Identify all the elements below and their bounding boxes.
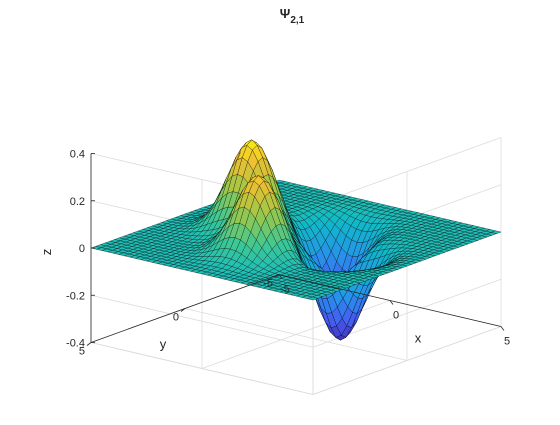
- x-tick-mark: [278, 274, 283, 279]
- grid-line-wall-z: [90, 342, 314, 395]
- z-tick-label: 0.2: [70, 196, 85, 208]
- x-tick-label: 5: [504, 336, 510, 348]
- y-axis-label: y: [160, 337, 167, 352]
- y-tick-mark: [180, 308, 186, 312]
- x-tick-mark: [500, 326, 505, 331]
- z-tick-label: 0: [79, 243, 85, 255]
- surface-mesh: [90, 139, 502, 341]
- tick-labels: -505-505-0.4-0.200.20.4: [66, 149, 510, 358]
- grid-line-floor-y: [184, 308, 408, 361]
- z-tick-label: 0.4: [70, 149, 85, 161]
- x-tick-mark: [389, 300, 394, 305]
- x-tick-label: -5: [280, 284, 290, 296]
- grid-line-wall-z: [90, 294, 314, 348]
- y-tick-mark: [274, 274, 280, 278]
- z-axis-label: z: [39, 249, 54, 256]
- grid-line-side-z: [312, 326, 502, 395]
- grid-line-side-z: [312, 137, 502, 206]
- chart-title: Ψ2,1: [280, 6, 305, 26]
- y-tick-label: 5: [79, 346, 85, 358]
- chart-title-subscript: 2,1: [290, 15, 304, 26]
- chart-title-main: Ψ: [280, 6, 291, 21]
- x-axis-label: x: [415, 331, 422, 346]
- x-tick-label: 0: [393, 310, 399, 322]
- z-tick-label: -0.4: [66, 338, 85, 350]
- surface-patch: [90, 246, 102, 250]
- y-tick-label: -5: [263, 278, 273, 290]
- y-tick-label: 0: [173, 312, 179, 324]
- z-tick-label: -0.2: [66, 290, 85, 302]
- y-tick-mark: [86, 342, 92, 346]
